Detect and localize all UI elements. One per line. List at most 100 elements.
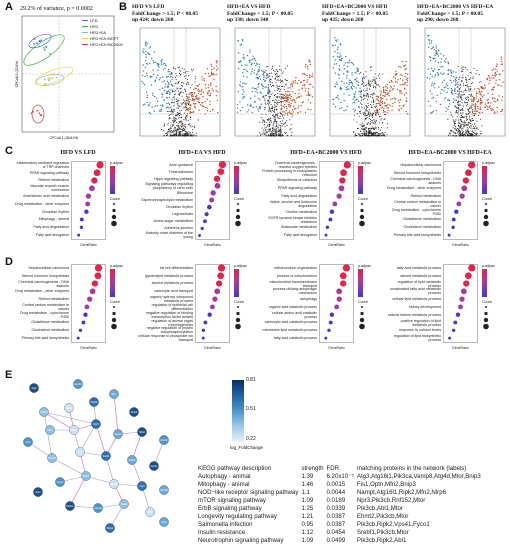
network-node[interactable]: Vamp8 <box>93 503 103 513</box>
kegg-cell: 0.0044 <box>326 489 346 496</box>
count-legend-title: Count <box>482 197 492 201</box>
pca-legend-item: HFD+EA <box>82 29 123 35</box>
padj-legend-title: p.adjust <box>358 264 371 268</box>
dotplot-term-label: PPAR signaling pathway <box>277 186 317 191</box>
network-node[interactable]: Nlrp6 <box>137 427 147 437</box>
pca-point <box>36 109 39 112</box>
colorbar-label: log_FoldChange <box>230 445 264 450</box>
dotplot-area <box>319 264 354 343</box>
network-node[interactable]: Atg16l1 <box>159 485 169 495</box>
svg-text:Mfn2: Mfn2 <box>71 429 77 432</box>
pca-plot: CPCoA 1 (45.61%) CPCoA 2 (22.6%) <box>15 15 115 140</box>
dotplot-row-c: HFD VS LFD Inflammatory mediator regulati… <box>14 150 508 256</box>
dotplot-area <box>443 264 478 343</box>
network-node[interactable]: Npr3 <box>91 419 101 429</box>
dotplot-term-label: steroid metabolic process <box>400 273 441 278</box>
network-node[interactable]: Mtor <box>145 507 155 517</box>
network-node[interactable]: Vps41 <box>149 461 159 471</box>
kegg-cell: NOD−like receptor signaling pathway <box>198 489 299 496</box>
volcano-title-line: up 424; down 268 <box>132 17 174 23</box>
network-node[interactable]: Pik3r1 <box>81 471 91 481</box>
volcano-title-line: HFD+EA VS HFD <box>227 4 271 10</box>
kegg-row: Longevity regulating pathway 1.21 0.0387 Eh… <box>198 513 484 521</box>
dotplot-term-label: glycerolipid metabolic process <box>145 273 193 278</box>
volcano-plot <box>139 27 221 137</box>
network-node[interactable]: Mfn2 <box>69 425 79 435</box>
network-node[interactable]: Optn <box>33 487 43 497</box>
dotplot-point <box>459 296 465 302</box>
kegg-row: Mitophagy - animal 1.46 0.0015 Fis1,Optn,Mf… <box>198 481 484 489</box>
network-node[interactable]: Atg16l1 <box>73 379 83 389</box>
dotplot-term-label: Maturity onset diabetes of the young <box>145 231 193 240</box>
svg-text:Npr3: Npr3 <box>93 423 99 426</box>
svg-text:Bnip3: Bnip3 <box>107 527 114 530</box>
dotplot-legend: p.adjust Count <box>110 264 134 335</box>
network-node[interactable]: Abl1 <box>75 447 85 457</box>
dotplot-point <box>340 169 347 177</box>
network-node[interactable]: Fis1 <box>159 517 169 527</box>
pca-variance-text: 29.2% of variance, p = 0.0002 <box>20 6 93 12</box>
network-node[interactable]: Atg3 <box>29 383 39 393</box>
dotplot-term-label: fatty acid catabolic process <box>273 336 317 341</box>
dotplot-term-label: Adherens junction <box>164 226 193 231</box>
count-legend-dots <box>359 306 365 330</box>
dotplot-term-label: Drug metabolism - cytochrome P450 <box>20 310 69 319</box>
kegg-header-cell: FDR <box>326 465 339 472</box>
network-node[interactable]: Ripk2 <box>127 455 137 465</box>
dotplot-xlabel: GeneRatio <box>328 346 345 350</box>
kegg-row: Neurotrophin signaling pathway 1.09 0.0499… <box>198 537 484 545</box>
count-legend-title: Count <box>110 300 120 304</box>
kegg-header-cell: strength <box>301 465 324 472</box>
volcano-title-line: FoldChange > 1.5; P < 00.05 <box>227 10 294 17</box>
dotplot-term-label: Butanoate metabolism <box>281 225 317 230</box>
network-node[interactable]: Bnip3 <box>105 523 115 533</box>
panel-letter-a: A <box>5 1 13 13</box>
network-node[interactable]: Srebf1 <box>101 451 111 461</box>
network-node[interactable]: Mtor <box>109 389 119 399</box>
dotplot-point <box>339 177 346 184</box>
network-node[interactable]: Rnf152 <box>109 479 119 489</box>
pca-point <box>45 46 48 49</box>
volcano-title-line: FoldChange > 1.5; P < 00.05 <box>417 10 484 17</box>
dotplot-term-label: Vascular smooth muscle contraction <box>30 184 69 193</box>
dotplot-point <box>200 226 204 230</box>
dotplot-term-label: cellular lipid metabolic process <box>392 297 441 302</box>
padj-gradient <box>234 166 239 194</box>
svg-text:Ripk2: Ripk2 <box>129 459 136 462</box>
network-node[interactable]: Atg4d <box>119 499 129 509</box>
dotplot-point <box>212 296 218 302</box>
kegg-header-row: KEGG pathway description strength FDR match… <box>198 465 484 473</box>
kegg-cell: Salmonella infection <box>198 521 253 528</box>
network-node[interactable]: Atg3 <box>137 481 147 491</box>
kegg-cell: Neurotrophin signaling pathway <box>198 537 284 544</box>
volcano-title: HFD VS LFD FoldChange > 1.5; P < 00.05 up … <box>132 4 224 24</box>
svg-text:Mtor: Mtor <box>148 511 153 514</box>
count-legend-title: Count <box>358 197 368 201</box>
network-node[interactable]: Fyco1 <box>55 477 65 487</box>
pca-point <box>40 39 43 42</box>
pca-point <box>47 78 50 81</box>
dotplot-term-label: Steroid hormone biosynthesis <box>393 170 441 175</box>
network-node[interactable]: Optn <box>45 425 55 435</box>
network-node[interactable]: Atg4d <box>89 397 99 407</box>
dotplot-point <box>328 217 333 222</box>
dotplot-point <box>210 304 215 310</box>
dotplot-term-label: Fatty acid degradation <box>281 194 317 199</box>
network-node[interactable]: Pik3ca <box>39 407 49 417</box>
network-node[interactable]: Pik3cb <box>47 453 57 463</box>
dotplot-term-label: mitochondrion organization <box>273 265 317 270</box>
network-node[interactable]: Nampt <box>113 429 123 439</box>
kegg-cell: 1.09 <box>301 537 314 544</box>
kegg-cell: 1.09 <box>301 497 314 504</box>
network-node[interactable]: Ehmt2 <box>159 435 169 445</box>
dotplot-title: HFD+EA+BC2000 VS HFD+EA <box>408 150 492 156</box>
volcano-title: HFD+EA VS HFD FoldChange > 1.5; P < 00.05… <box>227 4 319 24</box>
network-node[interactable]: Pik3ca <box>65 501 75 511</box>
dotplot-point <box>448 336 452 340</box>
legend-swatch <box>82 37 88 39</box>
network-node[interactable]: Vamp8 <box>64 403 74 413</box>
network-node[interactable]: Fis1 <box>23 437 33 447</box>
dotplot-term-label: Cholesterol metabolism <box>403 225 441 230</box>
network-node[interactable]: Bnip3 <box>129 407 139 417</box>
dotplot-xlabel: GeneRatio <box>80 346 97 350</box>
